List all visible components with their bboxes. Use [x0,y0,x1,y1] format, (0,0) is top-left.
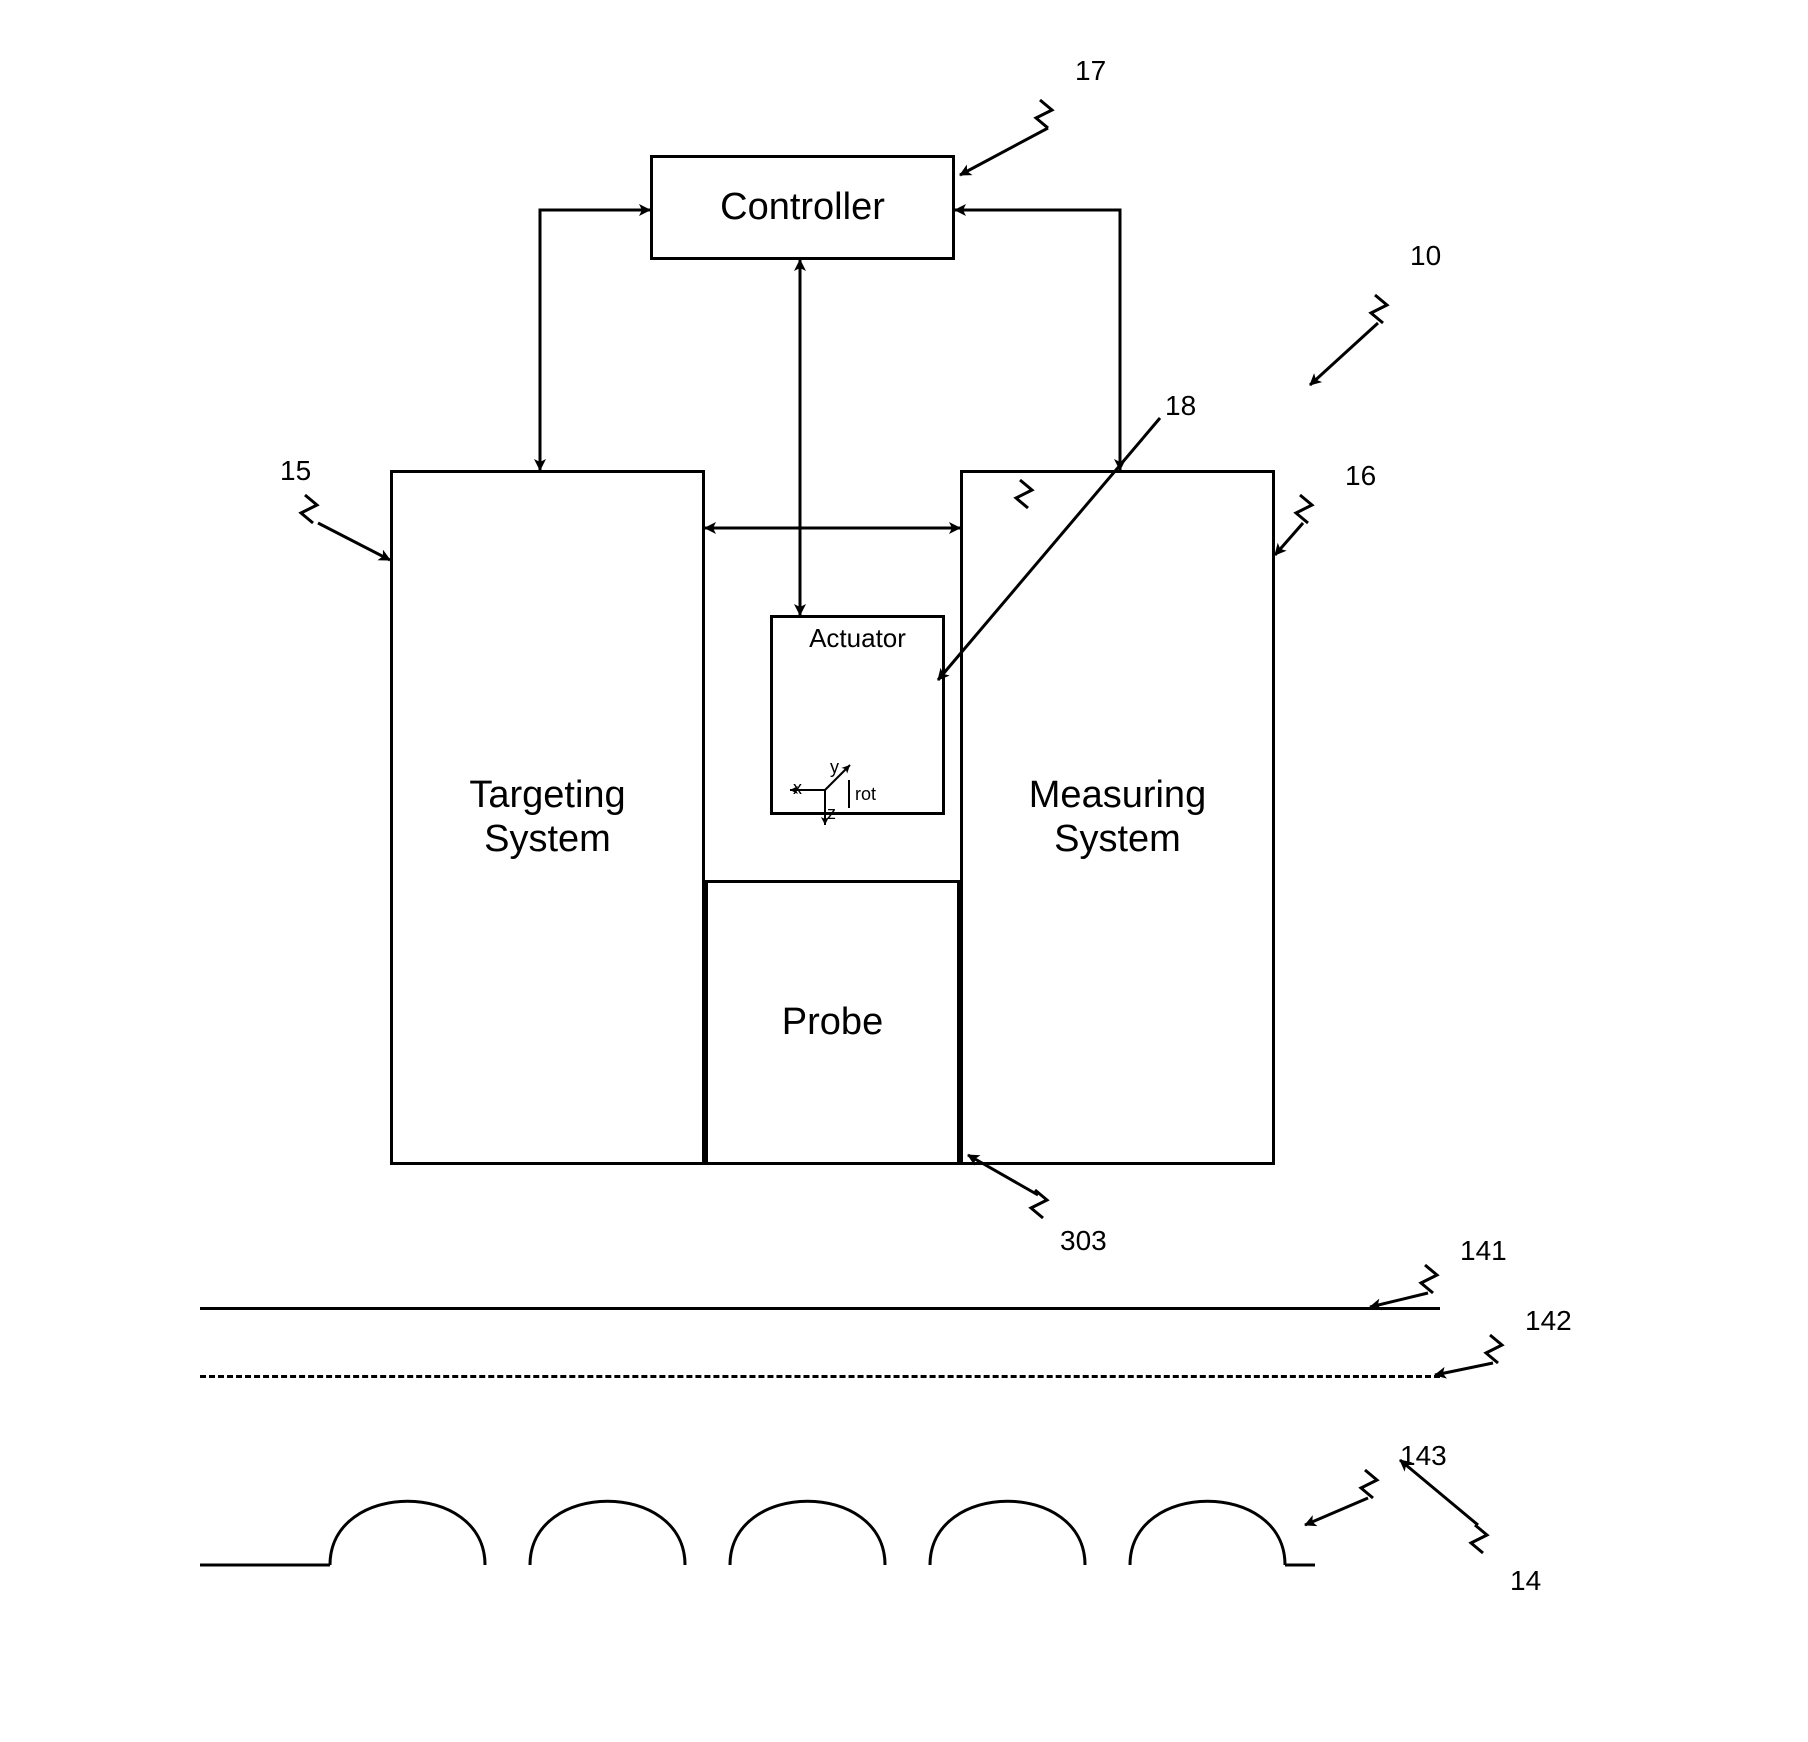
measuring-system-label: Measuring System [1029,774,1206,861]
ref-143: 143 [1400,1440,1447,1472]
axis-y-label: y [830,757,839,778]
ref-17: 17 [1075,55,1106,87]
axis-rot-label: rot [855,784,876,805]
arrow-targeting-controller [540,210,650,470]
targeting-system-box: Targeting System [390,470,705,1165]
layer-solid-line [200,1307,1440,1310]
axis-x-label: x [793,778,802,799]
ref-141: 141 [1460,1235,1507,1267]
ref-15: 15 [280,455,311,487]
layer-dashed-line [200,1375,1440,1378]
ref-14: 14 [1510,1565,1541,1597]
actuator-label: Actuator [809,624,906,654]
ref-16: 16 [1345,460,1376,492]
ref-10: 10 [1410,240,1441,272]
ref-303: 303 [1060,1225,1107,1257]
diagram-canvas: Controller Targeting System Measuring Sy… [0,0,1808,1742]
targeting-system-label: Targeting System [469,774,625,861]
controller-label: Controller [720,186,885,230]
axis-z-label: z [827,803,836,824]
measuring-system-box: Measuring System [960,470,1275,1165]
ref-18: 18 [1165,390,1196,422]
arrows-overlay [0,0,1808,1742]
probe-label: Probe [782,1001,883,1045]
arches [330,1501,1285,1565]
arrow-measuring-controller [955,210,1120,470]
probe-box: Probe [705,880,960,1165]
ref-142: 142 [1525,1305,1572,1337]
controller-box: Controller [650,155,955,260]
